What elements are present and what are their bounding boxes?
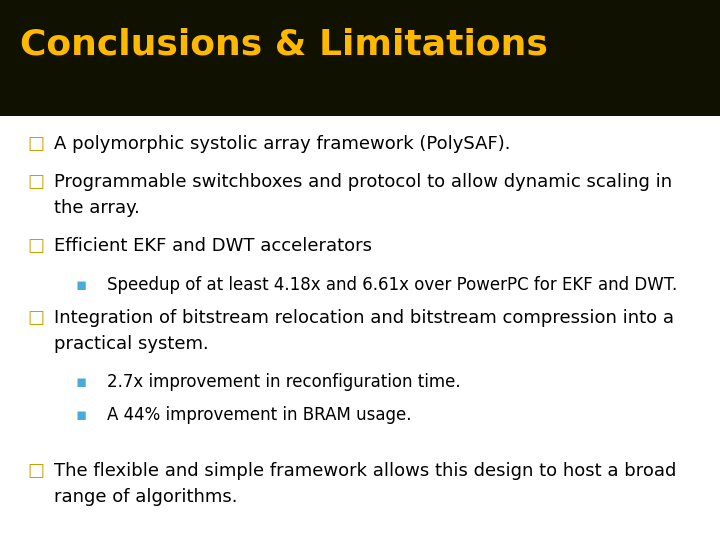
Text: A 44% improvement in BRAM usage.: A 44% improvement in BRAM usage. <box>107 406 411 424</box>
Text: ▪: ▪ <box>76 406 87 424</box>
Text: Efficient EKF and DWT accelerators: Efficient EKF and DWT accelerators <box>54 238 372 255</box>
Text: □: □ <box>27 135 45 153</box>
Text: □: □ <box>27 462 45 480</box>
Text: ▪: ▪ <box>76 373 87 391</box>
Text: □: □ <box>27 238 45 255</box>
Text: practical system.: practical system. <box>54 335 209 353</box>
Text: The flexible and simple framework allows this design to host a broad: The flexible and simple framework allows… <box>54 462 676 480</box>
Text: □: □ <box>27 309 45 327</box>
Text: the array.: the array. <box>54 199 140 217</box>
Text: Programmable switchboxes and protocol to allow dynamic scaling in: Programmable switchboxes and protocol to… <box>54 173 672 191</box>
Text: 2.7x improvement in reconfiguration time.: 2.7x improvement in reconfiguration time… <box>107 373 460 391</box>
Text: Conclusions & Limitations: Conclusions & Limitations <box>20 27 548 61</box>
Text: □: □ <box>27 173 45 191</box>
Text: Speedup of at least 4.18x and 6.61x over PowerPC for EKF and DWT.: Speedup of at least 4.18x and 6.61x over… <box>107 275 677 294</box>
Text: ▪: ▪ <box>76 275 87 294</box>
Text: A polymorphic systolic array framework (PolySAF).: A polymorphic systolic array framework (… <box>54 135 510 153</box>
Text: Integration of bitstream relocation and bitstream compression into a: Integration of bitstream relocation and … <box>54 309 674 327</box>
Text: range of algorithms.: range of algorithms. <box>54 488 238 506</box>
